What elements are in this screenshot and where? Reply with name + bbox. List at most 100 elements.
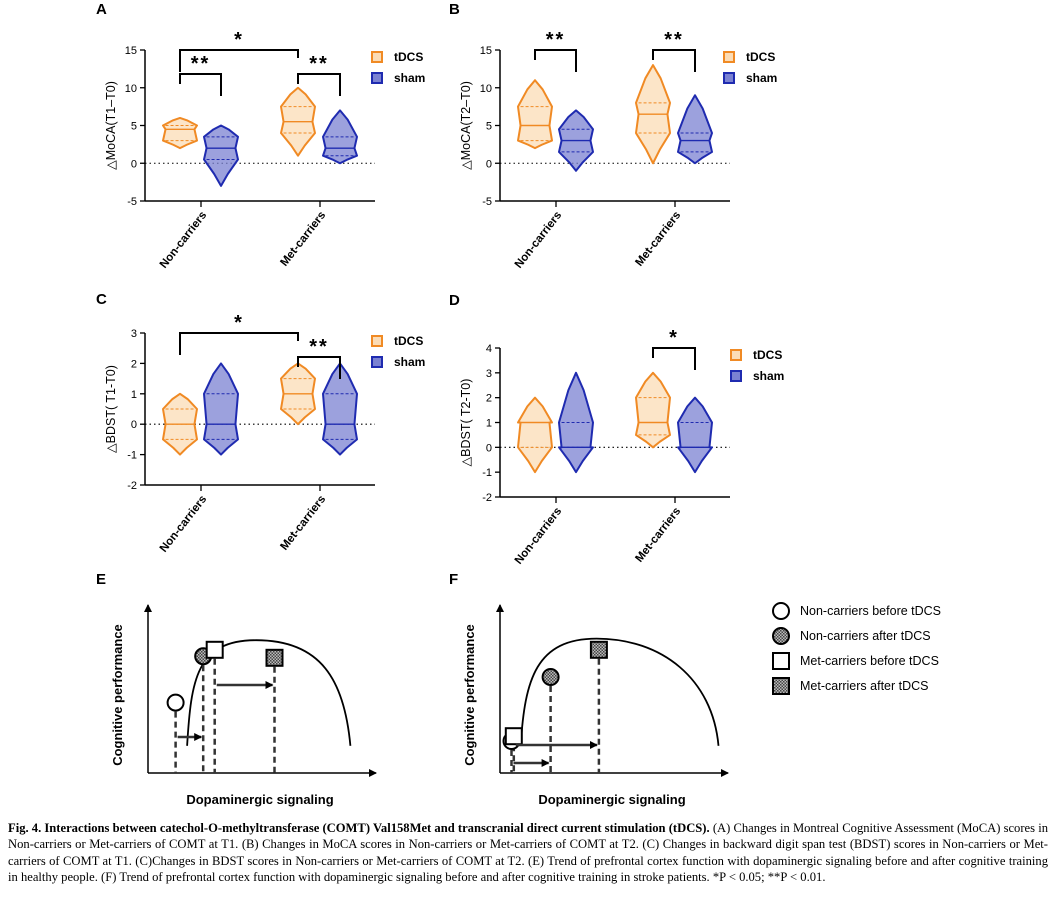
legend-label: tDCS — [394, 50, 423, 64]
panel-label: D — [449, 292, 460, 309]
y-tick-label: 4 — [486, 343, 492, 355]
legend-label: sham — [394, 355, 425, 369]
caption-body: (A) Changes in Montreal Cognitive Assess… — [8, 821, 1048, 884]
y-tick-label: 0 — [131, 158, 137, 170]
significance-marker: ** — [309, 336, 329, 358]
legend: tDCS sham — [723, 50, 777, 85]
legend-marker-hatched-square — [772, 677, 790, 695]
x-category-label: Non-carriers — [513, 209, 565, 270]
significance-marker: ** — [309, 53, 329, 75]
panel-label: A — [96, 1, 107, 18]
legend-swatch-tdcs — [723, 51, 735, 63]
legend-label: tDCS — [394, 334, 423, 348]
legend-label: sham — [746, 71, 777, 85]
bracket-line — [297, 356, 341, 379]
y-tick-label: 0 — [486, 442, 492, 454]
panel-C: C 3 2 1 0 -1 -2 Non-carriers Met-carriers △BDST( … — [96, 291, 425, 555]
x-category-label: Met-carriers — [633, 505, 683, 564]
bracket-line — [652, 347, 696, 370]
x-category-label: Met-carriers — [278, 209, 328, 268]
marker-met-carriers-after-tdcs — [265, 648, 284, 667]
y-tick-label: 2 — [486, 393, 492, 405]
x-axis-label: Dopaminergic signaling — [186, 792, 333, 807]
y-axis-label: △MoCA(T2–T0) — [459, 81, 473, 170]
significance-bracket: ** — [179, 53, 222, 96]
marker-non-carriers-before-tdcs — [166, 693, 185, 712]
significance-marker: * — [234, 29, 244, 51]
panel-B: B 15 10 5 0 -5 Non-carriers Met-carriers △MoCA(T… — [449, 1, 777, 271]
figure-caption: Fig. 4. Interactions between catechol-O-… — [8, 820, 1048, 885]
panel-label: E — [96, 571, 106, 588]
y-tick-label: 15 — [125, 45, 137, 57]
legend: tDCS sham — [371, 50, 425, 85]
legend-swatch-sham — [723, 72, 735, 84]
legend-label: tDCS — [753, 348, 782, 362]
significance-marker: ** — [664, 29, 684, 51]
significance-marker: ** — [546, 29, 566, 51]
x-category-label: Non-carriers — [158, 209, 210, 270]
y-axis-label: Cognitive performance — [110, 624, 125, 766]
panel-E: E Dopaminergic signaling Cognitive perform… — [96, 571, 377, 807]
y-tick-label: 0 — [131, 419, 137, 431]
x-category-label: Met-carriers — [633, 209, 683, 268]
legend-label: tDCS — [746, 50, 775, 64]
y-tick-label: 0 — [486, 158, 492, 170]
marker-met-carriers-before-tdcs — [205, 640, 224, 659]
violin-sham-met-carriers — [322, 362, 358, 456]
legend-label: Non-carriers after tDCS — [800, 629, 931, 643]
significance-marker: * — [234, 312, 244, 334]
panel-D: D 4 3 2 1 0 -1 -2 Non-carriers Met-carriers △BDST(… — [449, 292, 784, 567]
y-tick-label: -5 — [482, 196, 492, 208]
bracket-line — [179, 49, 299, 72]
y-tick-label: 3 — [131, 328, 137, 340]
caption-title: Fig. 4. Interactions between catechol-O-… — [8, 821, 710, 835]
bracket-line — [179, 332, 299, 355]
significance-bracket: ** — [297, 53, 341, 96]
y-axis-label: △BDST( T1-T0) — [104, 365, 118, 453]
y-tick-label: 10 — [125, 83, 137, 95]
violin-sham-met-carriers — [322, 109, 358, 165]
inverted-u-curve — [186, 639, 352, 746]
marker-met-carriers-before-tdcs — [504, 727, 523, 746]
legend-label: sham — [753, 369, 784, 383]
significance-bracket: ** — [297, 336, 341, 379]
violin-tdcs-non-carriers — [517, 396, 553, 474]
bracket-line — [179, 73, 222, 96]
panel-label: C — [96, 291, 107, 308]
x-category-label: Non-carriers — [158, 493, 210, 554]
y-tick-label: 10 — [480, 83, 492, 95]
significance-marker: * — [669, 327, 679, 349]
significance-bracket: ** — [534, 29, 577, 72]
legend-label: sham — [394, 71, 425, 85]
significance-bracket: ** — [652, 29, 696, 72]
y-tick-label: 5 — [131, 121, 137, 133]
y-tick-label: -2 — [127, 480, 137, 492]
marker-met-carriers-after-tdcs — [589, 640, 608, 659]
legend-label: Non-carriers before tDCS — [800, 604, 941, 618]
bracket-line — [297, 73, 341, 96]
violin-sham-non-carriers — [203, 124, 239, 187]
legend-swatch-tdcs — [371, 51, 383, 63]
bracket-line — [652, 49, 696, 72]
legend-swatch-sham — [730, 370, 742, 382]
legend: tDCS sham — [371, 334, 425, 369]
violin-tdcs-non-carriers — [162, 116, 198, 150]
y-tick-label: -2 — [482, 492, 492, 504]
violin-sham-non-carriers — [203, 362, 239, 456]
panel-label: F — [449, 571, 458, 588]
panel-F: F Dopaminergic signaling Cognitive perform… — [449, 571, 729, 807]
y-tick-label: 1 — [131, 389, 137, 401]
inverted-u-curve — [519, 637, 720, 746]
y-axis-label: △BDST( T2-T0) — [459, 379, 473, 467]
bracket-line — [534, 49, 577, 72]
x-axis-label: Dopaminergic signaling — [538, 792, 685, 807]
legend-swatch-tdcs — [371, 335, 383, 347]
violin-sham-met-carriers — [677, 94, 713, 165]
legend-swatch-tdcs — [730, 349, 742, 361]
violin-tdcs-non-carriers — [517, 79, 553, 150]
significance-marker: ** — [191, 53, 211, 75]
legend: tDCS sham — [730, 348, 784, 383]
x-category-label: Met-carriers — [278, 493, 328, 552]
legend-marker-open-circle — [772, 602, 790, 620]
